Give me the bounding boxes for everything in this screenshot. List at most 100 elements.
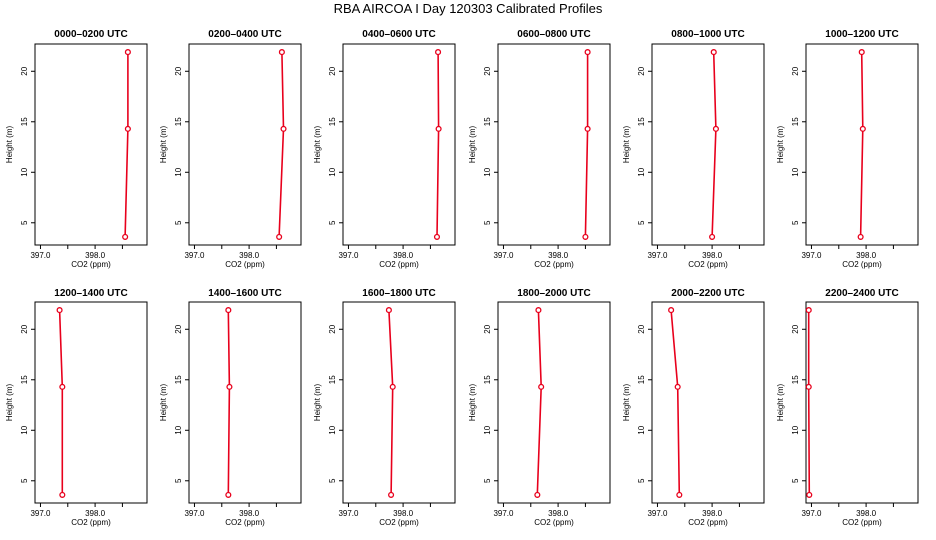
profile-line <box>388 310 394 495</box>
y-axis-label: Height (m) <box>468 383 477 421</box>
x-tick-label: 397.0 <box>30 251 51 260</box>
data-point <box>388 491 395 498</box>
y-tick-label: 20 <box>328 324 337 333</box>
panel-title: 0800–1000 UTC <box>671 29 744 40</box>
y-tick-label: 5 <box>637 478 646 483</box>
data-point <box>389 383 396 390</box>
y-tick-label: 10 <box>791 425 800 434</box>
plot-frame <box>497 43 611 246</box>
x-tick-label: 398.0 <box>85 251 106 260</box>
y-axis-label: Height (m) <box>622 125 631 163</box>
y-axis-label: Height (m) <box>159 125 168 163</box>
x-tick-label: 397.0 <box>493 509 514 518</box>
panel-title: 0000–0200 UTC <box>54 29 127 40</box>
profile-line <box>278 52 285 237</box>
data-point <box>857 233 864 240</box>
plot-frame <box>805 43 919 246</box>
y-tick-label: 10 <box>174 425 183 434</box>
y-tick-label: 5 <box>20 478 29 483</box>
y-axis-label: Height (m) <box>776 383 785 421</box>
y-tick-label: 20 <box>483 324 492 333</box>
data-point <box>59 491 66 498</box>
x-tick-label: 398.0 <box>702 251 723 260</box>
data-point <box>805 383 812 390</box>
y-tick-label: 20 <box>791 66 800 75</box>
x-axis-label: CO2 (ppm) <box>842 260 882 269</box>
x-tick-label: 397.0 <box>30 509 51 518</box>
x-tick-label: 398.0 <box>548 251 569 260</box>
plot-frame <box>651 301 765 504</box>
profile-line <box>670 310 681 495</box>
y-tick-label: 20 <box>20 324 29 333</box>
data-point <box>535 307 542 314</box>
data-point <box>122 233 129 240</box>
data-point <box>435 125 442 132</box>
data-point <box>710 49 717 56</box>
panel-title: 2200–2400 UTC <box>825 288 898 299</box>
x-axis-label: CO2 (ppm) <box>71 518 111 527</box>
profile-line <box>584 52 589 237</box>
y-tick-label: 20 <box>328 66 337 75</box>
data-point <box>280 125 287 132</box>
profile-line <box>536 310 543 495</box>
y-tick-label: 15 <box>483 117 492 126</box>
y-axis-label: Height (m) <box>159 383 168 421</box>
y-tick-label: 10 <box>174 167 183 176</box>
x-axis-label: CO2 (ppm) <box>688 260 728 269</box>
data-point <box>584 125 591 132</box>
y-tick-label: 10 <box>483 425 492 434</box>
y-axis-label: Height (m) <box>5 125 14 163</box>
panel-title: 0400–0600 UTC <box>362 29 435 40</box>
profile-line <box>227 310 231 495</box>
x-tick-label: 397.0 <box>338 251 359 260</box>
profile-line <box>436 52 440 237</box>
y-tick-label: 20 <box>174 66 183 75</box>
x-tick-label: 398.0 <box>239 251 260 260</box>
data-point <box>858 49 865 56</box>
data-point <box>805 307 812 314</box>
x-axis-label: CO2 (ppm) <box>225 518 265 527</box>
data-point <box>435 49 442 56</box>
plot-frame <box>34 301 148 504</box>
profile-line <box>124 52 129 237</box>
y-tick-label: 15 <box>20 375 29 384</box>
panel-title: 1000–1200 UTC <box>825 29 898 40</box>
y-axis-label: Height (m) <box>313 383 322 421</box>
data-point <box>385 307 392 314</box>
x-tick-label: 398.0 <box>548 509 569 518</box>
data-point <box>59 383 66 390</box>
x-tick-label: 397.0 <box>801 251 822 260</box>
y-tick-label: 15 <box>174 375 183 384</box>
y-tick-label: 5 <box>328 478 337 483</box>
y-tick-label: 10 <box>20 167 29 176</box>
plot-frame <box>342 301 456 504</box>
profile-line <box>711 52 717 237</box>
panel-title: 0200–0400 UTC <box>208 29 281 40</box>
data-point <box>226 383 233 390</box>
x-axis-label: CO2 (ppm) <box>225 260 265 269</box>
x-axis-label: CO2 (ppm) <box>688 518 728 527</box>
y-tick-label: 20 <box>174 324 183 333</box>
data-point <box>225 307 232 314</box>
profile-line <box>859 52 864 237</box>
data-point <box>534 491 541 498</box>
panel-title: 0600–0800 UTC <box>517 29 590 40</box>
data-point <box>124 49 131 56</box>
y-tick-label: 5 <box>174 220 183 225</box>
data-point <box>712 125 719 132</box>
y-axis-label: Height (m) <box>622 383 631 421</box>
x-axis-label: CO2 (ppm) <box>534 260 574 269</box>
data-point <box>582 233 589 240</box>
y-tick-label: 5 <box>791 220 800 225</box>
panel-title: 1800–2000 UTC <box>517 288 590 299</box>
y-tick-label: 10 <box>791 167 800 176</box>
y-tick-label: 10 <box>637 425 646 434</box>
data-point <box>676 491 683 498</box>
